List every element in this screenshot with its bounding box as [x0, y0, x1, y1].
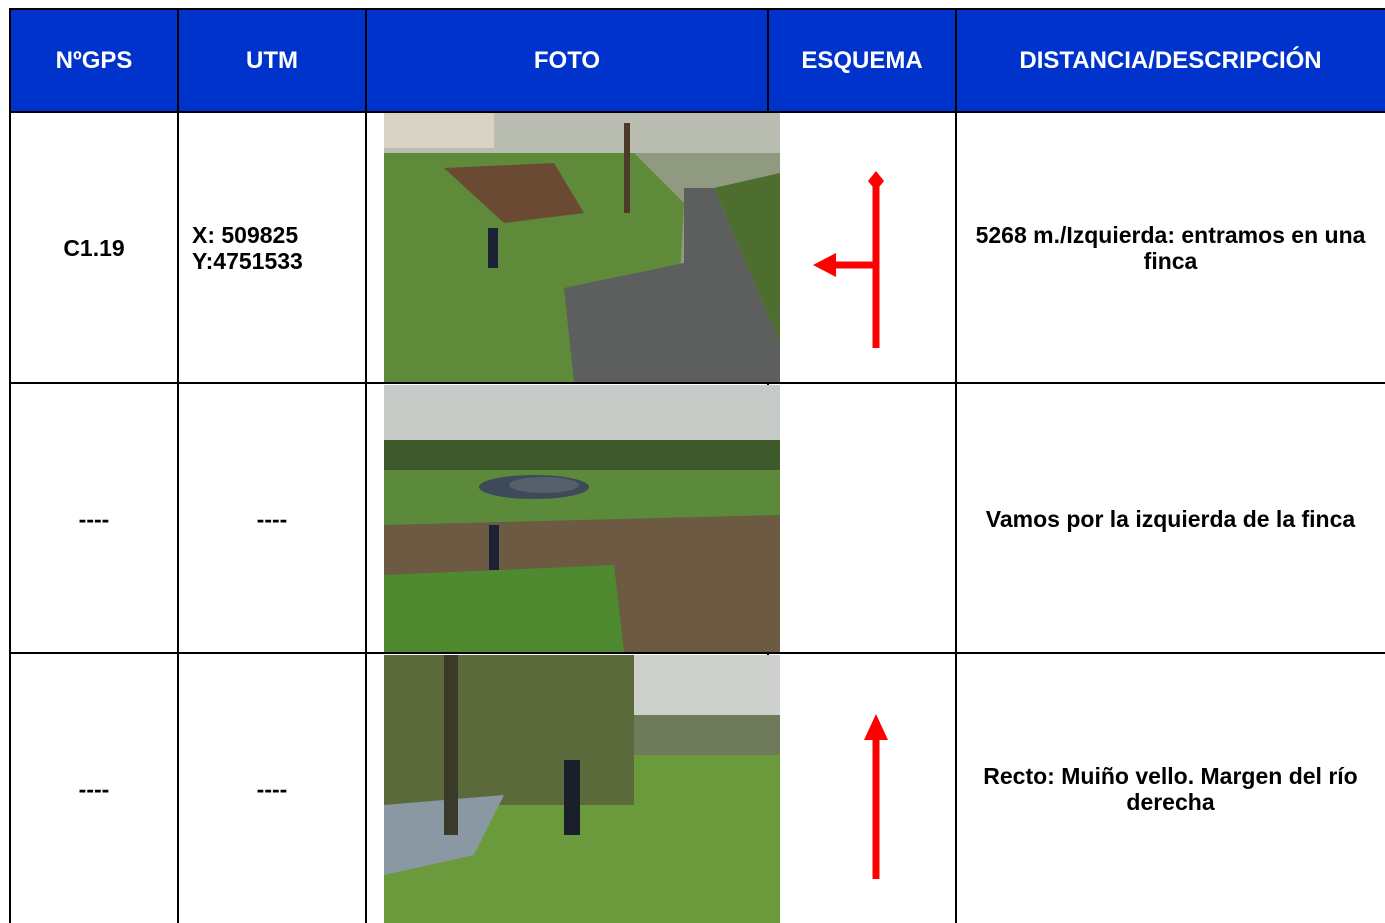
border — [955, 8, 957, 923]
header-bg — [10, 10, 1385, 112]
header-cell: ESQUEMA — [801, 47, 923, 74]
border — [10, 382, 1385, 384]
utm-cell: ---- — [256, 505, 288, 532]
arrow-diagram — [813, 171, 884, 348]
description-cell: Vamos por la izquierda de la finca — [985, 505, 1356, 532]
border — [365, 8, 367, 923]
border — [10, 111, 1385, 113]
photo — [384, 385, 780, 652]
gps-cell: ---- — [78, 505, 110, 532]
border — [10, 8, 1385, 10]
arrow-diagram — [864, 714, 888, 879]
utm-cell: X: 509825 Y:4751533 — [178, 113, 366, 383]
header-cell: FOTO — [533, 47, 601, 74]
border — [177, 8, 179, 923]
utm-cell: ---- — [256, 775, 288, 802]
border — [9, 8, 11, 923]
photo — [384, 655, 780, 923]
header-cell: UTM — [246, 47, 298, 74]
border — [10, 652, 1385, 654]
gps-cell: C1.19 — [63, 235, 125, 261]
gps-cell: ---- — [78, 775, 110, 802]
description-cell: Recto: Muiño vello. Margen del río derec… — [983, 762, 1358, 815]
utm-line: X: 509825 — [192, 222, 299, 248]
photo — [384, 113, 780, 382]
header-cell: DISTANCIA/DESCRIPCIÓN — [1019, 47, 1322, 74]
utm-line: Y:4751533 — [192, 248, 303, 274]
header-cell: NºGPS — [55, 47, 133, 74]
description-cell: 5268 m./Izquierda: entramos en una finca — [975, 222, 1366, 274]
